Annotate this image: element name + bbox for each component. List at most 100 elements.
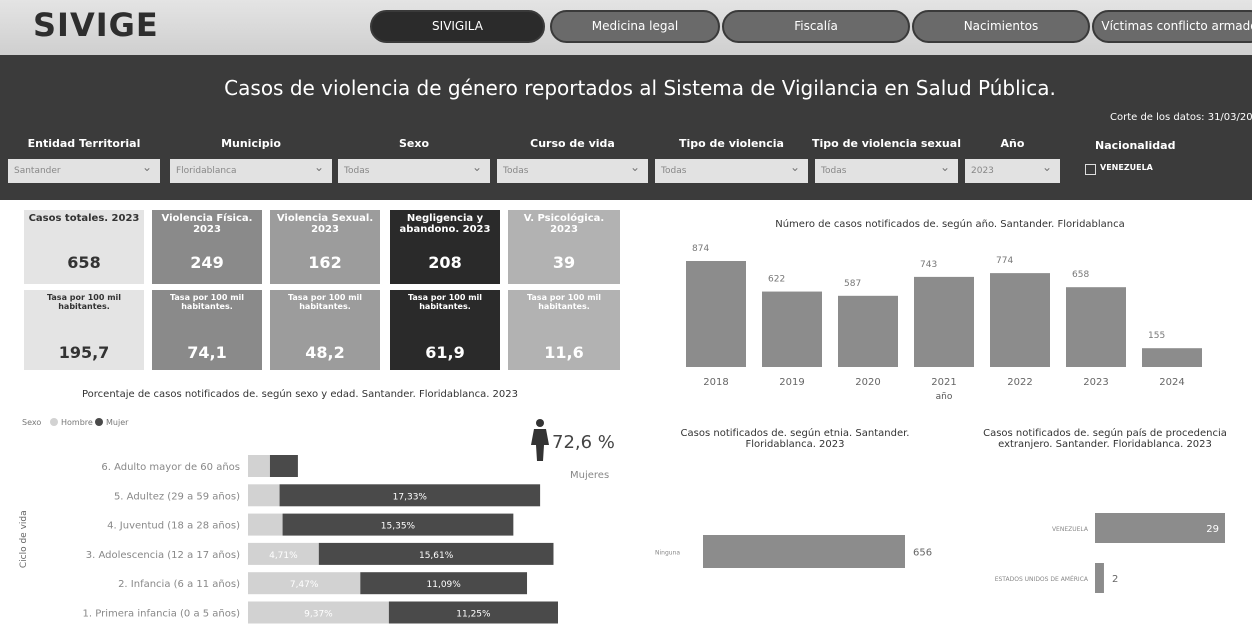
kpi-rate: 48,2 bbox=[305, 343, 345, 362]
y-tick-label: 6. Adulto mayor de 60 años bbox=[101, 462, 240, 473]
chart-title: Número de casos notificados de. según añ… bbox=[775, 219, 1125, 230]
bar bbox=[1066, 287, 1126, 367]
bar-segment bbox=[248, 513, 283, 536]
bar-segment bbox=[248, 542, 319, 565]
nav-tab[interactable]: Medicina legal bbox=[550, 10, 720, 43]
nav-tab[interactable]: Víctimas conflicto armado bbox=[1092, 10, 1252, 43]
filter-dropdown[interactable]: Todas bbox=[338, 155, 490, 183]
nav-tab[interactable]: Nacimientos bbox=[912, 10, 1090, 43]
kpi-card: Negligencia y abandono. 2023 208 bbox=[390, 210, 500, 284]
legend-label: Hombre bbox=[61, 418, 93, 427]
kpi-value: 39 bbox=[552, 253, 576, 272]
value-label: 774 bbox=[996, 256, 1013, 266]
value-label: 2 bbox=[1112, 574, 1118, 585]
kpi-title: Casos totales. 2023 bbox=[28, 213, 140, 224]
checkbox[interactable] bbox=[1085, 164, 1096, 175]
kpi-rate-label: Tasa por 100 mil habitantes. bbox=[526, 293, 602, 311]
filter-dropdown[interactable]: Todas bbox=[497, 155, 648, 183]
kpi-rate-label: Tasa por 100 mil habitantes. bbox=[287, 293, 363, 311]
y-tick-label: ESTADOS UNIDOS DE AMÉRICA bbox=[995, 575, 1089, 583]
chart-ethnicity: Casos notificados de. según etnia. Santa… bbox=[650, 425, 950, 625]
x-tick-label: 2024 bbox=[1159, 377, 1184, 388]
kpi-rate: 74,1 bbox=[187, 343, 227, 362]
legend-swatch bbox=[95, 418, 103, 426]
bar bbox=[762, 291, 822, 367]
kpi-title: Violencia Física. 2023 bbox=[161, 213, 253, 235]
value-label: 622 bbox=[768, 275, 785, 285]
filter-label: Municipio bbox=[221, 137, 281, 150]
filter-label: Tipo de violencia bbox=[679, 137, 784, 150]
kpi-value: 208 bbox=[428, 253, 462, 272]
y-tick-label: 3. Adolescencia (12 a 17 años) bbox=[86, 550, 240, 561]
x-tick-label: 2019 bbox=[779, 377, 804, 388]
chart-plot: Sexo Hombre Mujer Ciclo de vida 6. Adulto ma… bbox=[19, 418, 615, 624]
kpi-card: Tasa por 100 mil habitantes. 11,6 bbox=[508, 290, 620, 370]
filter-dropdown[interactable]: Floridablanca bbox=[170, 155, 332, 183]
y-axis-label: Ciclo de vida bbox=[19, 510, 29, 568]
kpi-card: Violencia Sexual. 2023 162 bbox=[270, 210, 380, 284]
chart-by-year: Número de casos notificados de. según añ… bbox=[650, 205, 1250, 405]
kpi-card: Casos totales. 2023 658 bbox=[24, 210, 144, 284]
filter-dropdown[interactable]: Santander bbox=[8, 155, 160, 183]
filter-dropdown[interactable]: Todas bbox=[815, 155, 958, 183]
filter-dropdown[interactable]: Todas bbox=[655, 155, 808, 183]
kpi-rate: 61,9 bbox=[425, 343, 465, 362]
kpi-value: 658 bbox=[67, 253, 101, 272]
y-tick-label: 5. Adultez (29 a 59 años) bbox=[114, 491, 240, 502]
checkbox-label: VENEZUELA bbox=[1100, 163, 1153, 172]
page-title: Casos de violencia de género reportados … bbox=[224, 76, 1056, 100]
y-tick-label: Ninguna bbox=[655, 550, 680, 557]
kpi-card: Tasa por 100 mil habitantes. 48,2 bbox=[270, 290, 380, 370]
value-label: 17,33% bbox=[393, 492, 428, 502]
icon-head bbox=[536, 419, 544, 427]
nav-tab[interactable]: SIVIGILA bbox=[370, 10, 545, 43]
y-tick-label: 1. Primera infancia (0 a 5 años) bbox=[83, 609, 241, 620]
bar-segment bbox=[318, 542, 554, 565]
x-tick-label: 2022 bbox=[1007, 377, 1032, 388]
bar-segment bbox=[282, 513, 514, 536]
chart-plot: 874 2018 622 2019 587 2020 743 2021 774 2022 658 20… bbox=[686, 244, 1202, 402]
chart-title: Casos notificados de. según etnia. Santa… bbox=[680, 428, 910, 450]
kpi-title: Violencia Sexual. 2023 bbox=[276, 213, 374, 235]
value-label: 155 bbox=[1148, 331, 1165, 341]
kpi-card: Tasa por 100 mil habitantes. 61,9 bbox=[390, 290, 500, 370]
icon-body bbox=[531, 429, 549, 461]
bar-segment bbox=[248, 484, 280, 507]
kpi-rate-label: Tasa por 100 mil habitantes. bbox=[407, 293, 483, 311]
value-label: 4,71% bbox=[269, 551, 298, 561]
filter-dropdown[interactable]: 2023 bbox=[965, 155, 1060, 183]
kpi-value: 249 bbox=[190, 253, 224, 272]
filter-label: Año bbox=[1000, 137, 1025, 150]
x-tick-label: 2020 bbox=[855, 377, 880, 388]
legend-swatch bbox=[50, 418, 58, 426]
kpi-title: Negligencia y abandono. 2023 bbox=[399, 213, 491, 235]
bar bbox=[914, 276, 974, 367]
y-tick-label: VENEZUELA bbox=[1052, 526, 1089, 533]
filter-label: Tipo de violencia sexual bbox=[812, 137, 961, 150]
kpi-value: 162 bbox=[308, 253, 342, 272]
y-tick-label: 4. Juventud (18 a 28 años) bbox=[107, 521, 240, 532]
bar-segment bbox=[248, 455, 270, 477]
bar-segment bbox=[388, 601, 558, 624]
x-axis-label: año bbox=[936, 392, 953, 402]
filter-label: Entidad Territorial bbox=[27, 137, 141, 150]
value-label: 29 bbox=[1206, 524, 1219, 535]
value-label: 15,35% bbox=[381, 522, 416, 532]
female-share: 72,6 % bbox=[552, 432, 615, 453]
x-tick-label: 2021 bbox=[931, 377, 956, 388]
filter-label: Curso de vida bbox=[530, 137, 615, 150]
chart-plot: Ninguna 656 bbox=[655, 535, 932, 568]
value-label: 11,25% bbox=[456, 610, 491, 620]
x-tick-label: 2018 bbox=[703, 377, 728, 388]
bar bbox=[1095, 563, 1104, 593]
bar-segment bbox=[360, 572, 528, 595]
bar-segment bbox=[248, 572, 361, 595]
legend-label: Mujer bbox=[106, 418, 129, 427]
kpi-title: V. Psicológica. 2023 bbox=[523, 213, 605, 235]
female-share-label: Mujeres bbox=[570, 470, 609, 481]
value-label: 15,61% bbox=[419, 551, 454, 561]
chart-title: Porcentaje de casos notificados de. segú… bbox=[81, 389, 519, 400]
nav-tab[interactable]: Fiscalía bbox=[722, 10, 910, 43]
kpi-card: Violencia Física. 2023 249 bbox=[152, 210, 262, 284]
